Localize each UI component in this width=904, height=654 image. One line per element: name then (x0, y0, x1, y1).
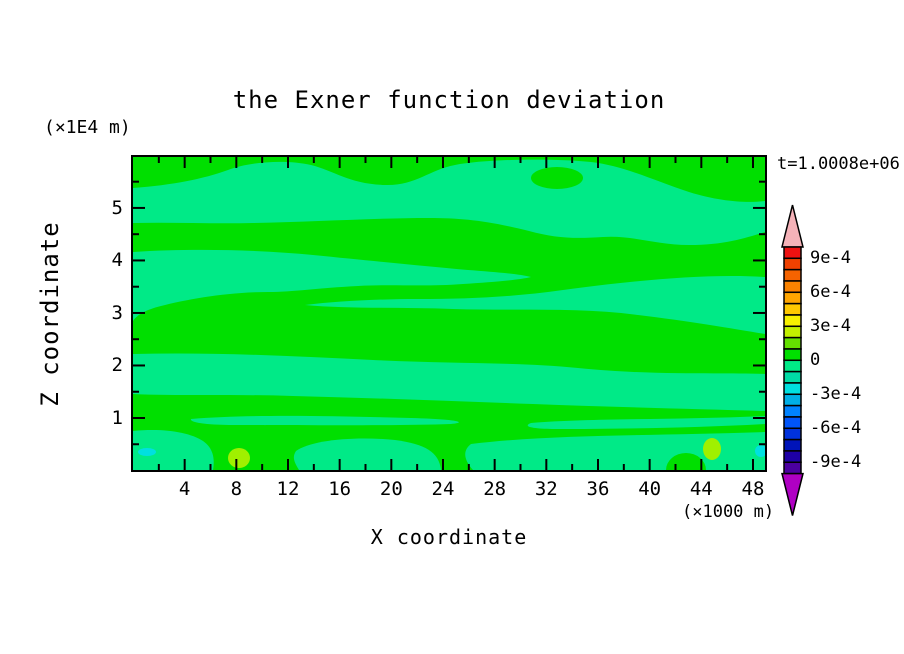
colorbar-box (783, 461, 802, 475)
colorbar-box (783, 382, 802, 396)
colorbar-value-label: -3e-4 (810, 384, 862, 405)
x-tick-label: 44 (689, 478, 713, 500)
plot-area (133, 157, 765, 470)
colorbar-box (783, 416, 802, 430)
contour-field (133, 157, 765, 470)
colorbar-value-label: 0 (810, 350, 821, 371)
colorbar-box (783, 370, 802, 384)
colorbar-box (783, 359, 802, 373)
colorbar-arrow (781, 472, 804, 516)
colorbar-box (783, 336, 802, 350)
colorbar-box (783, 314, 802, 328)
contour-spots (138, 438, 765, 468)
positive-spot-right (703, 438, 721, 460)
negative-speck-left (138, 448, 156, 456)
colorbar-box (783, 325, 802, 339)
colorbar-value-label: 6e-4 (810, 282, 851, 303)
x-axis-title: X coordinate (370, 525, 528, 549)
x-tick-label: 36 (586, 478, 610, 500)
timestamp-label: t=1.0008e+06 (777, 154, 900, 174)
x-tick-label: 48 (741, 478, 765, 500)
contour-bands-negative (133, 159, 765, 470)
x-axis-unit: (×1000 m) (682, 502, 775, 522)
y-tick-label: 3 (111, 301, 123, 324)
colorbar-box (783, 302, 802, 316)
positive-spot-left (228, 448, 250, 468)
colorbar-box (783, 280, 802, 294)
x-tick-label: 28 (483, 478, 507, 500)
chart-title: the Exner function deviation (232, 86, 666, 114)
colorbar-value-label: -6e-4 (810, 418, 862, 439)
x-tick-label: 12 (276, 478, 300, 500)
colorbar-value-label: 9e-4 (810, 248, 851, 269)
colorbar-value-label: -9e-4 (810, 452, 862, 473)
colorbar (781, 204, 804, 516)
x-tick-label: 8 (230, 478, 243, 500)
colorbar-box (783, 268, 802, 282)
y-tick-label: 1 (111, 406, 123, 429)
y-tick-label: 4 (111, 249, 123, 272)
colorbar-box (783, 348, 802, 362)
colorbar-value-label: 3e-4 (810, 316, 851, 337)
x-tick-label: 24 (431, 478, 455, 500)
y-axis-title: Z coordinate (36, 220, 64, 407)
x-tick-label: 40 (638, 478, 662, 500)
colorbar-box (783, 246, 802, 260)
y-tick-label: 5 (111, 196, 123, 219)
colorbar-box (783, 438, 802, 452)
axis-tick-marks (133, 157, 765, 470)
colorbar-box (783, 393, 802, 407)
x-tick-label: 20 (379, 478, 403, 500)
y-axis-unit: (×1E4 m) (44, 117, 131, 138)
x-tick-label: 4 (178, 478, 191, 500)
colorbar-arrow (781, 204, 804, 248)
negative-speck-right (755, 445, 765, 457)
x-tick-label: 32 (534, 478, 558, 500)
x-tick-label: 16 (328, 478, 352, 500)
colorbar-box (783, 404, 802, 418)
colorbar-box (783, 291, 802, 305)
colorbar-box (783, 257, 802, 271)
y-tick-label: 2 (111, 354, 123, 377)
colorbar-box (783, 450, 802, 464)
colorbar-box (783, 427, 802, 441)
